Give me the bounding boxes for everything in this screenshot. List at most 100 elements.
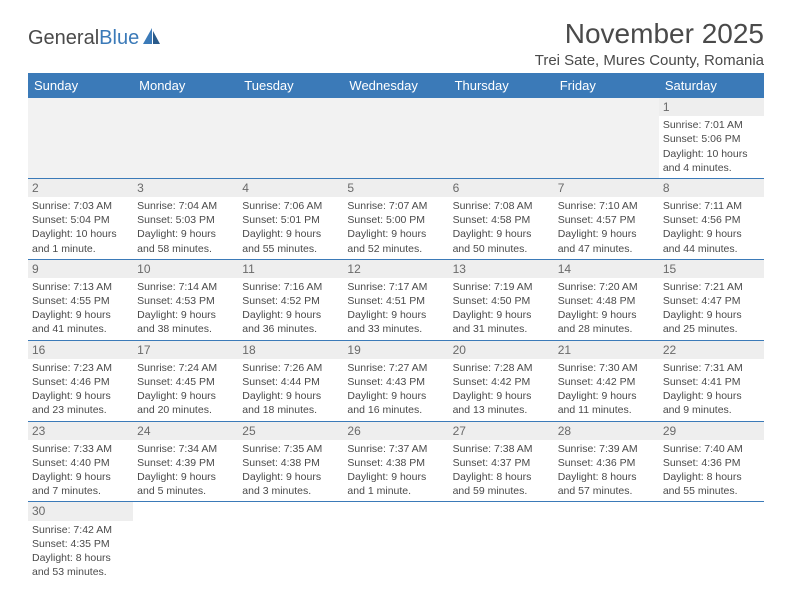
weekday-header: Tuesday xyxy=(238,73,343,98)
sunrise-text: Sunrise: 7:07 AM xyxy=(347,199,444,213)
sunrise-text: Sunrise: 7:06 AM xyxy=(242,199,339,213)
daylight-text: Daylight: 9 hours and 47 minutes. xyxy=(558,227,655,255)
weekday-header: Monday xyxy=(133,73,238,98)
calendar-cell-empty xyxy=(28,98,133,178)
day-number: 13 xyxy=(449,260,554,278)
calendar-row: 1Sunrise: 7:01 AMSunset: 5:06 PMDaylight… xyxy=(28,98,764,178)
day-number: 18 xyxy=(238,341,343,359)
daylight-text: Daylight: 9 hours and 41 minutes. xyxy=(32,308,129,336)
day-number: 15 xyxy=(659,260,764,278)
weekday-header-row: Sunday Monday Tuesday Wednesday Thursday… xyxy=(28,73,764,98)
sunset-text: Sunset: 4:39 PM xyxy=(137,456,234,470)
sunrise-text: Sunrise: 7:14 AM xyxy=(137,280,234,294)
sunrise-text: Sunrise: 7:35 AM xyxy=(242,442,339,456)
sunset-text: Sunset: 4:35 PM xyxy=(32,537,129,551)
day-info: Sunrise: 7:19 AMSunset: 4:50 PMDaylight:… xyxy=(453,280,550,337)
day-info: Sunrise: 7:24 AMSunset: 4:45 PMDaylight:… xyxy=(137,361,234,418)
calendar-cell: 10Sunrise: 7:14 AMSunset: 4:53 PMDayligh… xyxy=(133,259,238,340)
day-info: Sunrise: 7:39 AMSunset: 4:36 PMDaylight:… xyxy=(558,442,655,499)
day-info: Sunrise: 7:33 AMSunset: 4:40 PMDaylight:… xyxy=(32,442,129,499)
day-info: Sunrise: 7:10 AMSunset: 4:57 PMDaylight:… xyxy=(558,199,655,256)
day-info: Sunrise: 7:28 AMSunset: 4:42 PMDaylight:… xyxy=(453,361,550,418)
calendar-cell: 3Sunrise: 7:04 AMSunset: 5:03 PMDaylight… xyxy=(133,178,238,259)
sunset-text: Sunset: 4:58 PM xyxy=(453,213,550,227)
calendar-cell: 24Sunrise: 7:34 AMSunset: 4:39 PMDayligh… xyxy=(133,421,238,502)
sunrise-text: Sunrise: 7:26 AM xyxy=(242,361,339,375)
sunrise-text: Sunrise: 7:19 AM xyxy=(453,280,550,294)
daylight-text: Daylight: 9 hours and 5 minutes. xyxy=(137,470,234,498)
sunset-text: Sunset: 5:06 PM xyxy=(663,132,760,146)
daylight-text: Daylight: 9 hours and 1 minute. xyxy=(347,470,444,498)
sunrise-text: Sunrise: 7:42 AM xyxy=(32,523,129,537)
day-number: 28 xyxy=(554,422,659,440)
sunset-text: Sunset: 4:48 PM xyxy=(558,294,655,308)
day-info: Sunrise: 7:17 AMSunset: 4:51 PMDaylight:… xyxy=(347,280,444,337)
day-info: Sunrise: 7:35 AMSunset: 4:38 PMDaylight:… xyxy=(242,442,339,499)
daylight-text: Daylight: 8 hours and 55 minutes. xyxy=(663,470,760,498)
calendar-cell-empty xyxy=(133,502,238,582)
weekday-header: Wednesday xyxy=(343,73,448,98)
day-info: Sunrise: 7:14 AMSunset: 4:53 PMDaylight:… xyxy=(137,280,234,337)
calendar-cell: 6Sunrise: 7:08 AMSunset: 4:58 PMDaylight… xyxy=(449,178,554,259)
day-number: 23 xyxy=(28,422,133,440)
sunrise-text: Sunrise: 7:21 AM xyxy=(663,280,760,294)
day-info: Sunrise: 7:13 AMSunset: 4:55 PMDaylight:… xyxy=(32,280,129,337)
day-number: 11 xyxy=(238,260,343,278)
logo-text-general: General xyxy=(28,27,99,49)
calendar-cell: 1Sunrise: 7:01 AMSunset: 5:06 PMDaylight… xyxy=(659,98,764,178)
day-number: 8 xyxy=(659,179,764,197)
sunset-text: Sunset: 4:45 PM xyxy=(137,375,234,389)
daylight-text: Daylight: 8 hours and 57 minutes. xyxy=(558,470,655,498)
sunrise-text: Sunrise: 7:10 AM xyxy=(558,199,655,213)
daylight-text: Daylight: 9 hours and 3 minutes. xyxy=(242,470,339,498)
day-number: 24 xyxy=(133,422,238,440)
calendar-row: 30Sunrise: 7:42 AMSunset: 4:35 PMDayligh… xyxy=(28,502,764,582)
day-number: 22 xyxy=(659,341,764,359)
day-number: 20 xyxy=(449,341,554,359)
day-info: Sunrise: 7:31 AMSunset: 4:41 PMDaylight:… xyxy=(663,361,760,418)
calendar-cell-empty xyxy=(449,98,554,178)
calendar-cell-empty xyxy=(659,502,764,582)
calendar-cell: 22 Sunrise: 7:31 AMSunset: 4:41 PMDayligh… xyxy=(659,340,764,421)
logo-sail-icon xyxy=(141,26,163,51)
sunrise-text: Sunrise: 7:37 AM xyxy=(347,442,444,456)
daylight-text: Daylight: 9 hours and 11 minutes. xyxy=(558,389,655,417)
calendar-cell-empty xyxy=(343,502,448,582)
calendar-cell: 7 Sunrise: 7:10 AMSunset: 4:57 PMDaylight… xyxy=(554,178,659,259)
daylight-text: Daylight: 9 hours and 55 minutes. xyxy=(242,227,339,255)
sunset-text: Sunset: 5:01 PM xyxy=(242,213,339,227)
day-info: Sunrise: 7:03 AMSunset: 5:04 PMDaylight:… xyxy=(32,199,129,256)
day-info: Sunrise: 7:23 AMSunset: 4:46 PMDaylight:… xyxy=(32,361,129,418)
calendar-body: 1Sunrise: 7:01 AMSunset: 5:06 PMDaylight… xyxy=(28,98,764,582)
calendar-cell: 18Sunrise: 7:26 AMSunset: 4:44 PMDayligh… xyxy=(238,340,343,421)
calendar-cell-empty xyxy=(554,98,659,178)
daylight-text: Daylight: 10 hours and 1 minute. xyxy=(32,227,129,255)
daylight-text: Daylight: 9 hours and 38 minutes. xyxy=(137,308,234,336)
calendar-cell-empty xyxy=(238,502,343,582)
sunrise-text: Sunrise: 7:40 AM xyxy=(663,442,760,456)
daylight-text: Daylight: 9 hours and 36 minutes. xyxy=(242,308,339,336)
day-number: 7 xyxy=(554,179,659,197)
calendar-cell-empty xyxy=(343,98,448,178)
sunset-text: Sunset: 4:38 PM xyxy=(242,456,339,470)
calendar-cell: 9Sunrise: 7:13 AMSunset: 4:55 PMDaylight… xyxy=(28,259,133,340)
sunrise-text: Sunrise: 7:17 AM xyxy=(347,280,444,294)
day-number: 25 xyxy=(238,422,343,440)
sunset-text: Sunset: 4:57 PM xyxy=(558,213,655,227)
calendar-cell: 30Sunrise: 7:42 AMSunset: 4:35 PMDayligh… xyxy=(28,502,133,582)
day-info: Sunrise: 7:40 AMSunset: 4:36 PMDaylight:… xyxy=(663,442,760,499)
daylight-text: Daylight: 9 hours and 58 minutes. xyxy=(137,227,234,255)
daylight-text: Daylight: 9 hours and 7 minutes. xyxy=(32,470,129,498)
location: Trei Sate, Mures County, Romania xyxy=(535,52,764,69)
day-info: Sunrise: 7:27 AMSunset: 4:43 PMDaylight:… xyxy=(347,361,444,418)
sunset-text: Sunset: 4:42 PM xyxy=(558,375,655,389)
day-number: 3 xyxy=(133,179,238,197)
sunset-text: Sunset: 4:37 PM xyxy=(453,456,550,470)
calendar-cell: 29Sunrise: 7:40 AMSunset: 4:36 PMDayligh… xyxy=(659,421,764,502)
daylight-text: Daylight: 9 hours and 50 minutes. xyxy=(453,227,550,255)
calendar-cell: 28 Sunrise: 7:39 AMSunset: 4:36 PMDayligh… xyxy=(554,421,659,502)
day-info: Sunrise: 7:21 AMSunset: 4:47 PMDaylight:… xyxy=(663,280,760,337)
day-info: Sunrise: 7:06 AMSunset: 5:01 PMDaylight:… xyxy=(242,199,339,256)
sunset-text: Sunset: 4:36 PM xyxy=(663,456,760,470)
calendar-row: 16Sunrise: 7:23 AMSunset: 4:46 PMDayligh… xyxy=(28,340,764,421)
